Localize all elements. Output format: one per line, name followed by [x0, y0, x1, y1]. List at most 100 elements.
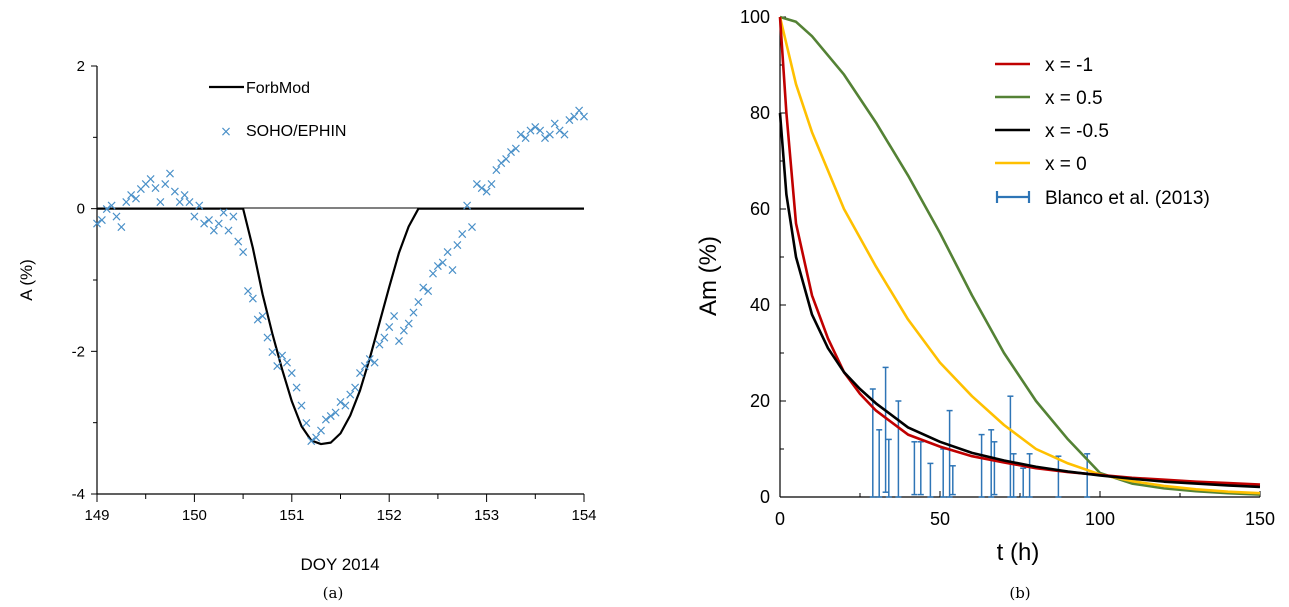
- soho-ephin-point: ×: [442, 244, 454, 260]
- soho-ephin-point: ×: [223, 223, 235, 239]
- soho-ephin-point: ×: [203, 212, 215, 228]
- soho-ephin-point: ×: [476, 180, 488, 196]
- soho-ephin-point: ×: [208, 223, 220, 239]
- soho-ephin-point: ×: [525, 123, 537, 139]
- panel-a-x-tick-label: 153: [474, 507, 499, 524]
- soho-ephin-point: ×: [456, 227, 468, 243]
- soho-ephin-point: ×: [340, 398, 352, 414]
- soho-ephin-point: ×: [393, 334, 405, 350]
- soho-ephin-point: ×: [374, 337, 386, 353]
- panel-a: 149 150 151 152 153 154-4-202 ×××××××××××××××…: [17, 58, 597, 602]
- soho-ephin-point: ×: [354, 366, 366, 382]
- soho-ephin-point: ×: [398, 323, 410, 339]
- soho-ephin-point: ×: [486, 177, 498, 193]
- panel-b-y-label: Am (%): [695, 236, 722, 316]
- soho-ephin-point: ×: [320, 412, 332, 428]
- soho-ephin-point: ×: [111, 209, 123, 225]
- panel-a-x-tick-label: 151: [279, 507, 304, 524]
- soho-ephin-point: ×: [573, 103, 585, 119]
- soho-ephin-point: ×: [335, 394, 347, 410]
- soho-ephin-point: ×: [461, 198, 473, 214]
- soho-ephin-point: ×: [227, 209, 239, 225]
- panel-a-x-tick-label: 152: [377, 507, 402, 524]
- soho-ephin-point: ×: [568, 109, 580, 125]
- panel-b-y-tick-label: 0: [760, 487, 770, 507]
- soho-ephin-point: ×: [447, 262, 459, 278]
- forbmod-series: [97, 207, 584, 446]
- soho-ephin-point: ×: [359, 359, 371, 375]
- panel-b-y-tick-label: 20: [750, 391, 770, 411]
- legend-forbmod-label: ForbMod: [246, 80, 310, 97]
- soho-ephin-point: ×: [159, 177, 171, 193]
- soho-ephin-point: ×: [378, 330, 390, 346]
- soho-ephin-point: ×: [383, 319, 395, 335]
- legend-x-0-label: x = 0: [1045, 154, 1087, 175]
- panel-b-y-tick-label: 60: [750, 199, 770, 219]
- soho-ephin-point: ×: [198, 216, 210, 232]
- curve-x-0: [778, 16, 1261, 495]
- panel-a-y-tick-label: 2: [77, 58, 85, 75]
- soho-ephin-point: ×: [369, 355, 381, 371]
- soho-ephin-point: ×: [364, 351, 376, 367]
- soho-ephin-point: ×: [520, 130, 532, 146]
- soho-ephin-point: ×: [115, 220, 127, 236]
- soho-ephin-point: ×: [218, 205, 230, 221]
- soho-ephin-point: ×: [510, 141, 522, 157]
- legend-x-0-5-label: x = 0.5: [1045, 88, 1103, 109]
- soho-ephin-point: ×: [310, 430, 322, 446]
- soho-ephin-point: ×: [539, 130, 551, 146]
- soho-ephin-point: ×: [408, 305, 420, 321]
- forbmod-line: [97, 207, 584, 446]
- soho-ephin-point: ×: [193, 198, 205, 214]
- panel-a-caption: (a): [323, 584, 344, 602]
- soho-ephin-point: ×: [330, 405, 342, 421]
- panel-a-ticks: 149 150 151 152 153 154 -4 -2 0 2: [72, 58, 597, 524]
- soho-ephin-point: ×: [301, 416, 313, 432]
- soho-ephin-point: ×: [578, 109, 590, 125]
- soho-ephin-point: ×: [252, 312, 264, 328]
- panel-a-x-tick-label: 149: [84, 507, 109, 524]
- soho-ephin-point: ×: [106, 198, 118, 214]
- soho-ephin-point: ×: [232, 234, 244, 250]
- legend-x-minus1-label: x = -1: [1045, 55, 1093, 76]
- soho-ephin-point: ×: [417, 280, 429, 296]
- soho-ephin-point: ×: [91, 216, 103, 232]
- soho-ephin-point: ×: [471, 177, 483, 193]
- soho-ephin-point: ×: [344, 387, 356, 403]
- soho-ephin-point: ×: [554, 123, 566, 139]
- soho-ephin-point: ×: [466, 220, 478, 236]
- soho-ephin-point: ×: [179, 187, 191, 203]
- soho-ephin-point: ×: [281, 355, 293, 371]
- panel-a-x-label: DOY 2014: [300, 555, 379, 574]
- soho-ephin-series: ××××××××××××××××××××××××××××××××××××××××…: [91, 103, 590, 449]
- panel-b-caption: (b): [1009, 584, 1030, 602]
- soho-ephin-point: ×: [120, 195, 132, 211]
- panel-a-y-tick-label: -2: [72, 343, 85, 360]
- panel-a-y-tick-label: -4: [72, 486, 85, 503]
- soho-ephin-point: ×: [315, 423, 327, 439]
- soho-ephin-point: ×: [271, 359, 283, 375]
- soho-ephin-point: ×: [291, 380, 303, 396]
- panel-b-y-tick-label: 80: [750, 103, 770, 123]
- soho-ephin-point: ×: [432, 259, 444, 275]
- curve-x-minus0-5: [778, 112, 1261, 489]
- panel-b-y-tick-label: 100: [740, 7, 770, 27]
- panel-b-x-tick-label: 50: [930, 509, 950, 529]
- panel-b-x-tick-label: 150: [1245, 509, 1275, 529]
- soho-ephin-point: ×: [125, 187, 137, 203]
- soho-ephin-point: ×: [101, 202, 113, 218]
- soho-ephin-point: ×: [164, 166, 176, 182]
- soho-ephin-point: ×: [135, 182, 147, 198]
- soho-ephin-point: ×: [481, 184, 493, 200]
- panel-b-ticks: 0 50 100 150 0 20 40 60 80 100: [740, 7, 1275, 529]
- curve-x-minus1: [778, 16, 1261, 486]
- legend-blanco-swatch: [995, 191, 1031, 203]
- soho-ephin-point: ×: [452, 237, 464, 253]
- soho-ephin-point: ×: [145, 172, 157, 188]
- panel-a-y-label: A (%): [17, 259, 36, 301]
- soho-ephin-point: ×: [427, 266, 439, 282]
- panel-b-y-tick-label: 40: [750, 295, 770, 315]
- soho-ephin-point: ×: [169, 184, 181, 200]
- soho-ephin-point: ×: [495, 155, 507, 171]
